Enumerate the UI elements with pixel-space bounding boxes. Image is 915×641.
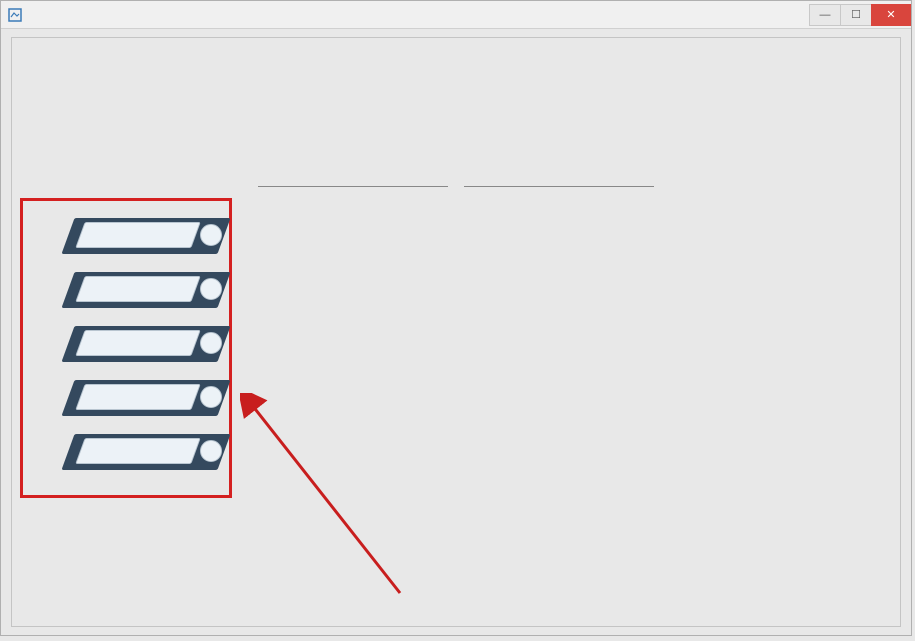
adjust-image-icon bbox=[200, 332, 222, 354]
filters-icon bbox=[200, 386, 222, 408]
nav-convert[interactable] bbox=[28, 432, 224, 476]
annotation-arrow-icon bbox=[240, 393, 420, 613]
descriptions bbox=[274, 243, 834, 257]
convert-icon bbox=[200, 440, 222, 462]
nav-menu bbox=[28, 216, 224, 486]
maximize-button[interactable]: ☐ bbox=[840, 4, 872, 26]
nav-single-resize[interactable] bbox=[28, 216, 224, 260]
heading-wrap bbox=[12, 173, 900, 191]
app-window: — ☐ ✕ bbox=[0, 0, 912, 636]
single-resize-icon bbox=[200, 224, 222, 246]
minimize-button[interactable]: — bbox=[809, 4, 841, 26]
nav-batch-resize[interactable] bbox=[28, 270, 224, 314]
batch-resize-icon bbox=[200, 278, 222, 300]
close-button[interactable]: ✕ bbox=[871, 4, 911, 26]
app-icon bbox=[7, 7, 23, 23]
nav-filters[interactable] bbox=[28, 378, 224, 422]
titlebar[interactable]: — ☐ ✕ bbox=[1, 1, 911, 29]
content-frame bbox=[11, 37, 901, 627]
nav-adjust-image[interactable] bbox=[28, 324, 224, 368]
window-controls: — ☐ ✕ bbox=[810, 4, 911, 26]
